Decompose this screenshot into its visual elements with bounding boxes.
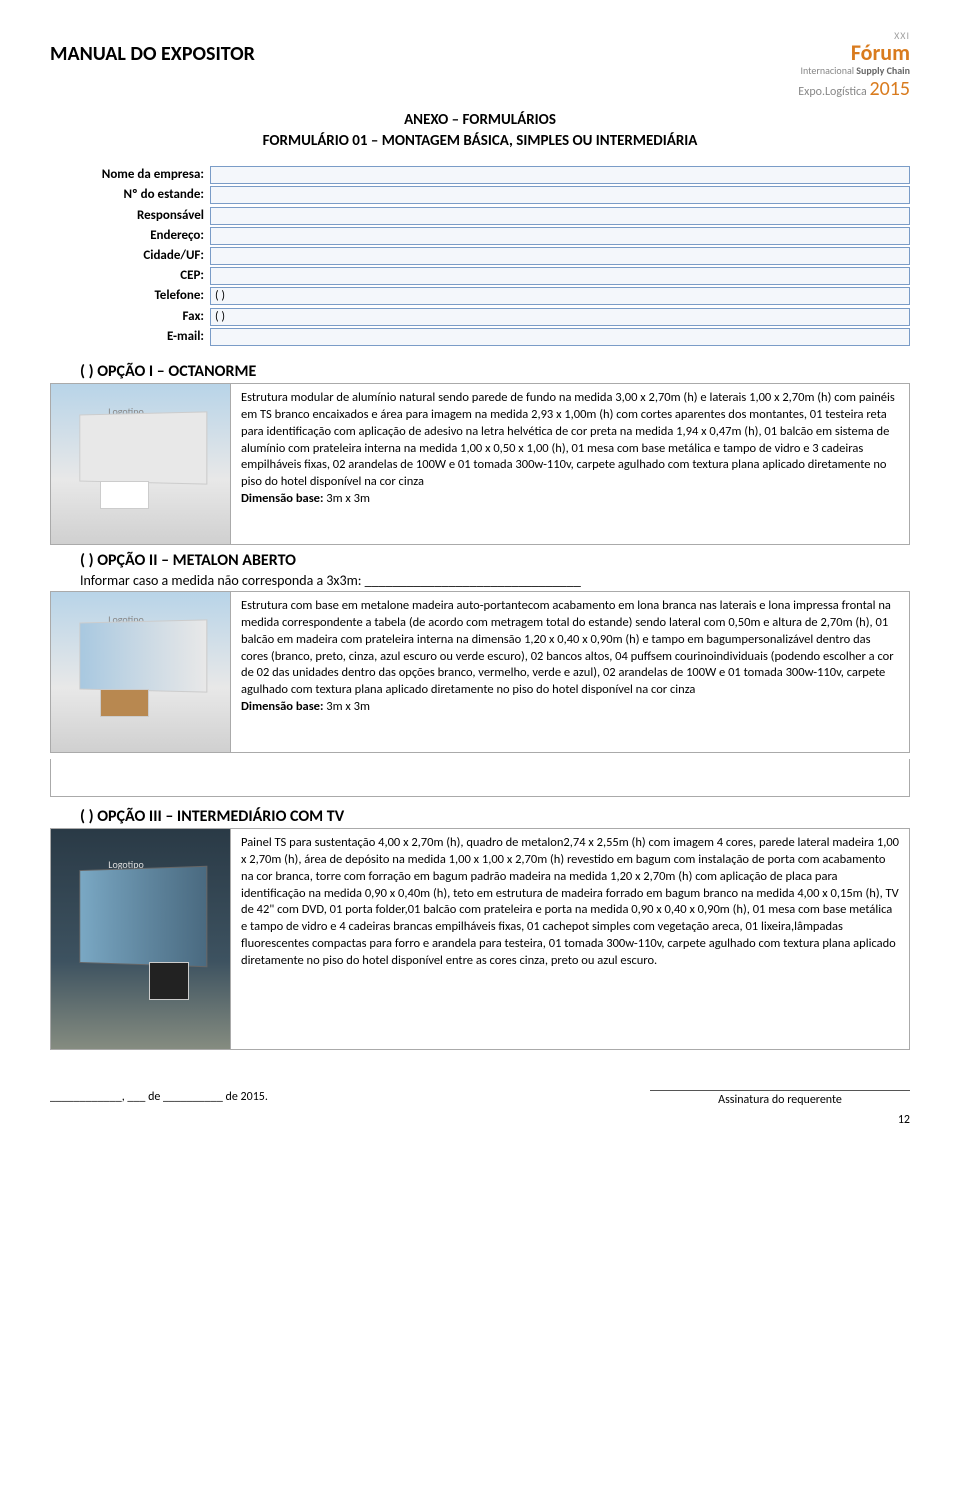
label-nome: Nome da empresa: — [80, 166, 210, 184]
option2-dim-value: 3m x 3m — [326, 699, 370, 714]
label-cep: CEP: — [80, 267, 210, 285]
option1-heading[interactable]: ( ) OPÇÃO I – OCTANORME — [80, 362, 910, 381]
logo-expo-text: Expo.Logística — [798, 85, 866, 99]
option1-render: Logotipo — [51, 384, 231, 544]
input-responsavel[interactable] — [210, 207, 910, 225]
row-cidade: Cidade/UF: — [80, 247, 910, 265]
label-fax: Fax: — [80, 308, 210, 326]
signature-line[interactable] — [650, 1090, 910, 1091]
label-endereco: Endereço: — [80, 227, 210, 245]
booth3-wall — [79, 866, 207, 967]
row-endereco: Endereço: — [80, 227, 910, 245]
date-field[interactable]: ____________, ___ de __________ de 2015. — [50, 1090, 268, 1107]
option3-desc: Painel TS para sustentação 4,00 x 2,70m … — [231, 829, 909, 1049]
signature-label: Assinatura do requerente — [650, 1093, 910, 1107]
booth1-counter — [100, 481, 148, 509]
booth1-render: Logotipo — [60, 400, 221, 528]
option1-desc: Estrutura modular de alumínio natural se… — [231, 384, 909, 544]
option2-blank-row — [50, 759, 910, 797]
option2-dim-label: Dimensão base: — [241, 699, 326, 714]
option3-block: Logotipo Painel TS para sustentação 4,00… — [50, 828, 910, 1050]
booth1-wall — [79, 411, 207, 485]
option2-block: Logotipo Estrutura com base em metalone … — [50, 591, 910, 753]
label-telefone: Telefone: — [80, 287, 210, 305]
booth3-render: Logotipo — [60, 851, 221, 1027]
label-responsavel: Responsável — [80, 207, 210, 225]
header-row: MANUAL DO EXPOSITOR XXI Fórum Internacio… — [50, 30, 910, 100]
input-fax[interactable]: ( ) — [210, 308, 910, 326]
row-email: E-mail: — [80, 328, 910, 346]
option1-dim-value: 3m x 3m — [326, 491, 370, 506]
booth3-counter — [149, 962, 189, 1001]
anexo-line1: ANEXO – FORMULÁRIOS — [50, 110, 910, 131]
option2-text: Estrutura com base em metalone madeira a… — [241, 598, 894, 697]
signature-block: Assinatura do requerente — [650, 1090, 910, 1107]
signature-row: ____________, ___ de __________ de 2015.… — [50, 1090, 910, 1107]
logo-supply: Internacional Supply Chain — [798, 65, 910, 76]
logo-supply-pre: Internacional — [800, 64, 856, 77]
event-logo: XXI Fórum Internacional Supply Chain Exp… — [798, 30, 910, 100]
option1-text: Estrutura modular de alumínio natural se… — [241, 390, 895, 489]
row-fax: Fax: ( ) — [80, 308, 910, 326]
input-telefone[interactable]: ( ) — [210, 287, 910, 305]
logo-expo: Expo.Logística 2015 — [798, 78, 910, 100]
option3-heading[interactable]: ( ) OPÇÃO III – INTERMEDIÁRIO COM TV — [80, 807, 910, 826]
input-nome[interactable] — [210, 166, 910, 184]
label-estande: Nº do estande: — [80, 186, 210, 204]
input-cidade[interactable] — [210, 247, 910, 265]
option2-desc: Estrutura com base em metalone madeira a… — [231, 592, 909, 752]
label-email: E-mail: — [80, 328, 210, 346]
input-email[interactable] — [210, 328, 910, 346]
option2-heading[interactable]: ( ) OPÇÃO II – METALON ABERTO — [80, 551, 910, 570]
option1-dim-label: Dimensão base: — [241, 491, 326, 506]
booth2-counter — [100, 689, 148, 717]
row-estande: Nº do estande: — [80, 186, 910, 204]
option3-render: Logotipo — [51, 829, 231, 1049]
input-endereco[interactable] — [210, 227, 910, 245]
row-responsavel: Responsável — [80, 207, 910, 225]
booth2-render: Logotipo — [60, 608, 221, 736]
label-cidade: Cidade/UF: — [80, 247, 210, 265]
option3-text: Painel TS para sustentação 4,00 x 2,70m … — [241, 835, 899, 968]
option1-block: Logotipo Estrutura modular de alumínio n… — [50, 383, 910, 545]
anexo-line2: FORMULÁRIO 01 – MONTAGEM BÁSICA, SIMPLES… — [50, 131, 910, 152]
row-telefone: Telefone: ( ) — [80, 287, 910, 305]
form-fields: Nome da empresa: Nº do estande: Responsá… — [80, 166, 910, 346]
logo-year: 2015 — [869, 77, 910, 101]
document-title: MANUAL DO EXPOSITOR — [50, 30, 255, 66]
option2-sub: Informar caso a medida não corresponda a… — [80, 572, 910, 589]
input-estande[interactable] — [210, 186, 910, 204]
input-cep[interactable] — [210, 267, 910, 285]
page-number: 12 — [50, 1113, 910, 1127]
row-nome: Nome da empresa: — [80, 166, 910, 184]
logo-supply-bold: Supply Chain — [856, 64, 910, 77]
booth2-wall — [79, 619, 207, 693]
logo-forum: Fórum — [798, 41, 910, 65]
row-cep: CEP: — [80, 267, 910, 285]
option2-render: Logotipo — [51, 592, 231, 752]
anexo-titles: ANEXO – FORMULÁRIOS FORMULÁRIO 01 – MONT… — [50, 110, 910, 152]
